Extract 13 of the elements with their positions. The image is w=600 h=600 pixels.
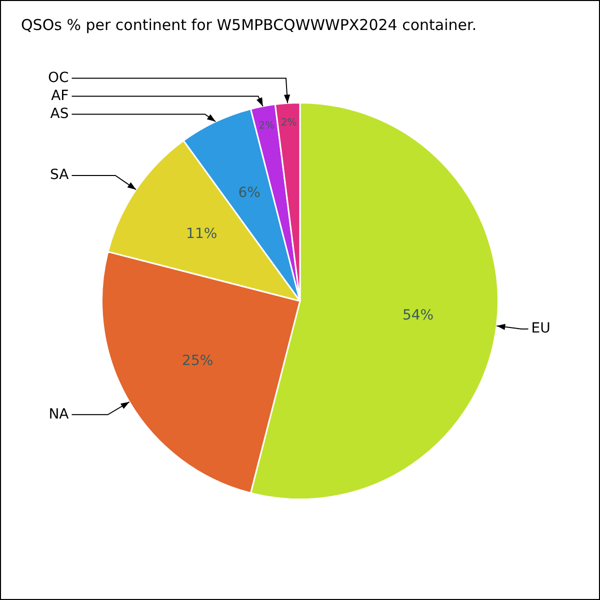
data-label: 2% xyxy=(280,118,297,129)
slice-label: AS xyxy=(50,106,69,122)
data-label: 6% xyxy=(238,185,260,202)
data-label: 25% xyxy=(182,353,214,370)
data-label: 2% xyxy=(258,120,275,132)
slice-label: AF xyxy=(51,88,69,104)
slice-label: EU xyxy=(531,320,550,337)
data-label: 11% xyxy=(186,226,218,242)
chart-title: QSOs % per continent for W5MPBCQWWWPX2024 container. xyxy=(21,16,477,34)
slice-label: NA xyxy=(48,406,70,422)
data-label: 54% xyxy=(402,308,434,324)
slice-label: OC xyxy=(48,70,69,86)
slice-label: SA xyxy=(50,167,70,184)
